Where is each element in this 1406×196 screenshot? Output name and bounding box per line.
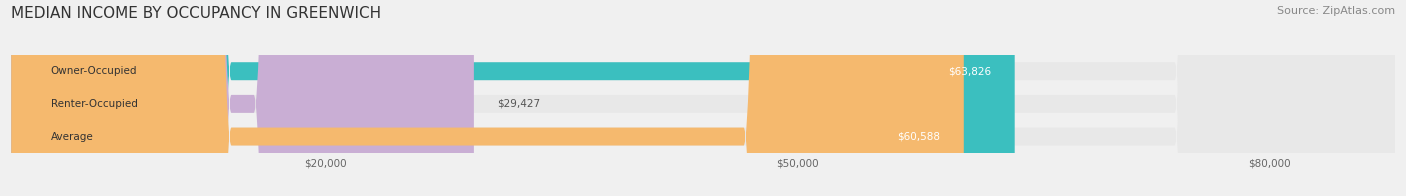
- Text: $63,826: $63,826: [948, 66, 991, 76]
- Text: MEDIAN INCOME BY OCCUPANCY IN GREENWICH: MEDIAN INCOME BY OCCUPANCY IN GREENWICH: [11, 6, 381, 21]
- Text: Renter-Occupied: Renter-Occupied: [51, 99, 138, 109]
- FancyBboxPatch shape: [11, 0, 474, 196]
- FancyBboxPatch shape: [11, 0, 963, 196]
- Text: Source: ZipAtlas.com: Source: ZipAtlas.com: [1277, 6, 1395, 16]
- Text: Average: Average: [51, 132, 93, 142]
- FancyBboxPatch shape: [11, 0, 1395, 196]
- Text: $60,588: $60,588: [897, 132, 941, 142]
- Text: $29,427: $29,427: [498, 99, 540, 109]
- FancyBboxPatch shape: [11, 0, 1395, 196]
- FancyBboxPatch shape: [11, 0, 1015, 196]
- Text: Owner-Occupied: Owner-Occupied: [51, 66, 136, 76]
- FancyBboxPatch shape: [11, 0, 1395, 196]
